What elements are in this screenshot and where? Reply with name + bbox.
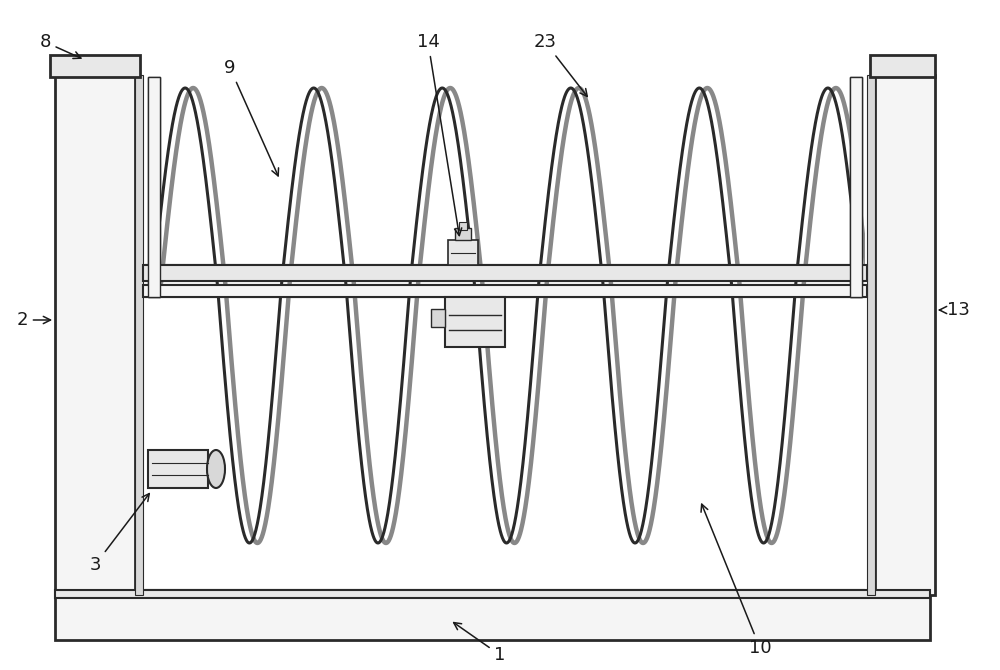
Polygon shape	[850, 77, 862, 297]
Text: 9: 9	[224, 59, 279, 176]
Polygon shape	[135, 75, 143, 595]
Polygon shape	[867, 75, 875, 595]
Polygon shape	[0, 592, 1000, 670]
Polygon shape	[448, 240, 478, 265]
Polygon shape	[445, 297, 505, 347]
Polygon shape	[0, 0, 145, 670]
Polygon shape	[875, 75, 935, 595]
Text: 13: 13	[939, 301, 969, 319]
Text: 3: 3	[89, 494, 149, 574]
Ellipse shape	[207, 450, 225, 488]
Polygon shape	[143, 265, 867, 281]
Polygon shape	[875, 75, 935, 595]
Polygon shape	[50, 55, 140, 77]
Text: 8: 8	[39, 33, 81, 58]
Text: 14: 14	[417, 33, 462, 236]
Polygon shape	[850, 77, 862, 297]
Polygon shape	[55, 590, 930, 598]
Polygon shape	[148, 77, 160, 297]
Polygon shape	[143, 285, 867, 297]
Text: 1: 1	[454, 622, 506, 664]
Polygon shape	[865, 0, 1000, 670]
Polygon shape	[459, 222, 467, 230]
Text: 23: 23	[534, 33, 587, 96]
Polygon shape	[50, 55, 140, 77]
Polygon shape	[148, 450, 208, 488]
Polygon shape	[55, 590, 930, 598]
Polygon shape	[143, 285, 867, 297]
Polygon shape	[55, 75, 135, 595]
Polygon shape	[455, 228, 471, 240]
Text: 2: 2	[16, 311, 51, 329]
Polygon shape	[0, 0, 1000, 75]
Polygon shape	[55, 590, 930, 640]
Polygon shape	[870, 55, 935, 77]
Polygon shape	[135, 75, 143, 595]
Text: 10: 10	[701, 504, 771, 657]
Polygon shape	[148, 77, 160, 297]
Polygon shape	[143, 265, 867, 281]
Polygon shape	[55, 75, 135, 595]
Polygon shape	[431, 309, 445, 327]
Polygon shape	[867, 75, 875, 595]
Polygon shape	[55, 590, 930, 640]
Polygon shape	[870, 55, 935, 77]
